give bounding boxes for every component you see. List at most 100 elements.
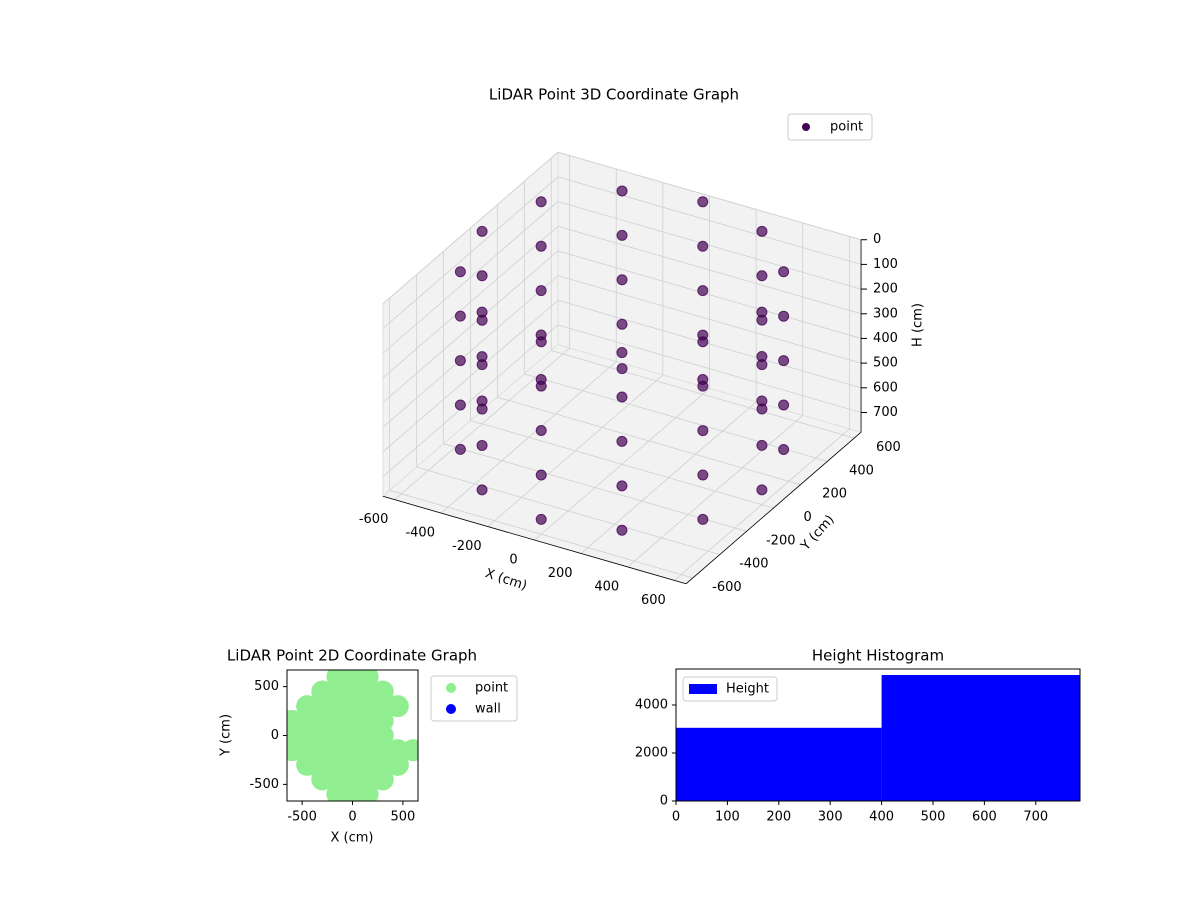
- grid-line: [470, 420, 774, 509]
- legend-label: Height: [726, 682, 769, 697]
- point: [616, 391, 628, 403]
- point: [778, 355, 790, 367]
- point: [616, 229, 628, 241]
- grid-line: [382, 299, 559, 453]
- grid-line: [557, 201, 862, 290]
- x-tick-label: -200: [452, 539, 482, 554]
- chart-title: LiDAR Point 2D Coordinate Graph: [227, 647, 477, 665]
- x-tick-label: 600: [641, 593, 666, 608]
- point: [756, 439, 768, 451]
- chart-title: Height Histogram: [812, 647, 944, 665]
- y-tick-label: 0: [271, 728, 279, 743]
- point: [778, 443, 790, 455]
- point: [535, 380, 547, 392]
- z-tick-label: 0: [873, 232, 881, 247]
- z-tick-label: 700: [873, 405, 898, 420]
- point: [616, 435, 628, 447]
- x-tick-label: 400: [594, 580, 619, 595]
- point: [778, 310, 790, 322]
- x-tick-label: 500: [390, 810, 415, 825]
- x-tick-label: 0: [672, 810, 680, 825]
- grid-line: [557, 176, 862, 265]
- x-tick-label: -500: [287, 810, 317, 825]
- y-tick-label: 4000: [635, 698, 668, 713]
- point: [535, 425, 547, 437]
- x-tick-label: -600: [359, 512, 389, 527]
- grid-line: [557, 275, 862, 364]
- z-tick-label: 300: [873, 306, 898, 321]
- point: [697, 336, 709, 348]
- point: [697, 285, 709, 297]
- z-tick-label: 600: [873, 380, 898, 395]
- grid-line: [557, 250, 862, 339]
- z-tick-label: 200: [873, 282, 898, 297]
- legend-label: point: [475, 681, 508, 696]
- z-tick-label: 400: [873, 331, 898, 346]
- bar: [676, 727, 882, 801]
- point: [476, 351, 488, 363]
- point: [454, 355, 466, 367]
- point: [356, 670, 379, 688]
- x-tick-label: 700: [1023, 810, 1048, 825]
- point: [697, 240, 709, 252]
- point: [476, 306, 488, 318]
- x-tick-label: 200: [766, 810, 791, 825]
- grid-line: [497, 396, 801, 486]
- point: [386, 739, 409, 762]
- point: [616, 274, 628, 286]
- grid-line: [443, 443, 747, 532]
- point: [697, 196, 709, 208]
- point: [476, 484, 488, 496]
- legend-marker: [689, 684, 717, 694]
- y-tick-label: -600: [712, 580, 742, 595]
- grid-line: [382, 176, 559, 329]
- point: [296, 695, 319, 718]
- point: [616, 347, 628, 359]
- x-axis: [382, 495, 687, 585]
- legend-marker: [446, 704, 456, 714]
- x-axis-label: X (cm): [483, 566, 529, 594]
- x-tick-label: 0: [509, 553, 517, 568]
- point: [386, 695, 409, 718]
- y-tick-label: -200: [766, 533, 796, 548]
- y-tick-label: -500: [249, 777, 279, 792]
- point: [454, 310, 466, 322]
- y-tick-label: 0: [660, 794, 668, 809]
- grid-line: [557, 225, 862, 315]
- x-tick-label: 100: [715, 810, 740, 825]
- point: [616, 185, 628, 197]
- z-tick-label: 500: [873, 356, 898, 371]
- x-axis-label: X (cm): [331, 831, 374, 846]
- point: [697, 425, 709, 437]
- point: [476, 395, 488, 407]
- grid-line: [382, 151, 559, 305]
- y-tick-label: 600: [876, 440, 901, 455]
- z-tick-label: 100: [873, 257, 898, 272]
- y-tick-label: 2000: [635, 746, 668, 761]
- point: [697, 380, 709, 392]
- point: [401, 739, 418, 762]
- legend-label: point: [830, 120, 863, 135]
- point: [454, 266, 466, 278]
- bar: [881, 675, 1080, 801]
- point: [756, 395, 768, 407]
- x-tick-label: 200: [548, 566, 573, 581]
- point: [778, 266, 790, 278]
- point: [454, 443, 466, 455]
- y-tick-label: -400: [739, 557, 769, 572]
- grid-line: [557, 324, 862, 413]
- x-tick-label: -400: [405, 526, 435, 541]
- point: [616, 524, 628, 536]
- grid-line: [416, 466, 720, 556]
- point: [535, 469, 547, 481]
- point: [756, 225, 768, 237]
- y-axis-label: Y (cm): [219, 714, 234, 757]
- grid-line: [389, 490, 693, 579]
- point: [616, 318, 628, 330]
- point: [756, 351, 768, 363]
- legend-marker: [446, 683, 456, 693]
- point: [778, 399, 790, 411]
- legend-marker: [802, 123, 810, 131]
- grid-line: [382, 250, 559, 403]
